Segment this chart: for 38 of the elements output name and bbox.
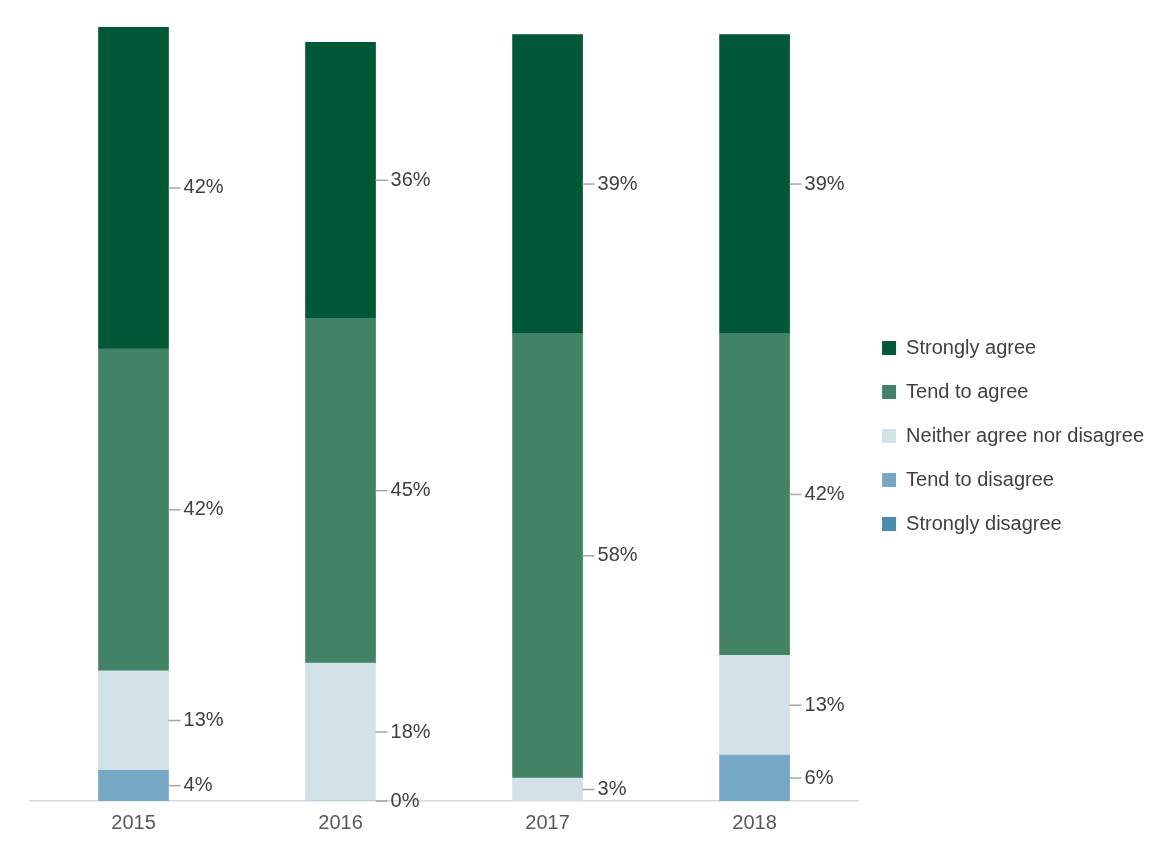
bar: [719, 754, 790, 801]
bar: [512, 34, 583, 334]
bar: [98, 27, 169, 350]
data-label: 39%: [597, 171, 638, 194]
x-tick-label: 2015: [111, 810, 156, 833]
bar: [98, 770, 169, 801]
legend-label: Tend to agree: [906, 379, 1029, 402]
data-label: 36%: [390, 167, 431, 190]
legend-label: Neither agree nor disagree: [906, 423, 1144, 446]
bar: [719, 655, 790, 756]
data-label: 6%: [804, 765, 834, 788]
data-label: 39%: [804, 171, 845, 194]
data-label: 13%: [804, 692, 845, 715]
data-label: 13%: [183, 708, 224, 731]
data-label: 18%: [390, 719, 431, 742]
data-label: 58%: [597, 543, 638, 566]
bar: [305, 662, 376, 801]
bar: [719, 333, 790, 656]
data-label: 3%: [597, 777, 627, 800]
bar: [305, 42, 376, 319]
bar: [305, 317, 376, 664]
data-label: 42%: [183, 497, 224, 520]
x-tick-label: 2017: [525, 810, 570, 833]
data-label: 4%: [183, 773, 213, 796]
bar: [719, 34, 790, 334]
legend-label: Strongly agree: [906, 335, 1037, 358]
bar: [512, 777, 583, 801]
bar: [98, 348, 169, 672]
x-tick-label: 2016: [318, 810, 363, 833]
legend-label: Strongly disagree: [906, 511, 1062, 534]
bar: [512, 333, 583, 779]
data-label: 0%: [390, 788, 420, 811]
legend-label: Tend to disagree: [906, 467, 1054, 490]
data-label: 42%: [804, 481, 845, 504]
x-tick-label: 2018: [732, 810, 777, 833]
bar: [98, 670, 169, 771]
data-label: 42%: [183, 175, 224, 198]
data-label: 45%: [390, 478, 431, 501]
